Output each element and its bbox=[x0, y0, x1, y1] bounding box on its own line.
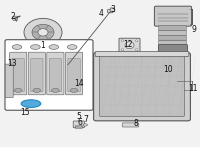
Text: 10: 10 bbox=[163, 65, 173, 74]
FancyBboxPatch shape bbox=[154, 6, 192, 26]
Text: 5: 5 bbox=[77, 112, 81, 121]
FancyBboxPatch shape bbox=[159, 45, 186, 50]
Text: 6: 6 bbox=[78, 118, 82, 127]
FancyBboxPatch shape bbox=[68, 58, 80, 92]
FancyBboxPatch shape bbox=[31, 58, 43, 92]
FancyBboxPatch shape bbox=[122, 123, 139, 127]
FancyBboxPatch shape bbox=[12, 58, 24, 92]
Text: 13: 13 bbox=[7, 59, 17, 68]
Text: 12: 12 bbox=[123, 40, 133, 49]
Ellipse shape bbox=[161, 58, 185, 61]
Circle shape bbox=[24, 18, 62, 46]
Ellipse shape bbox=[49, 45, 59, 49]
FancyBboxPatch shape bbox=[119, 38, 140, 52]
Text: 8: 8 bbox=[134, 119, 138, 128]
FancyBboxPatch shape bbox=[158, 44, 188, 61]
Ellipse shape bbox=[83, 124, 87, 126]
Ellipse shape bbox=[14, 88, 22, 92]
FancyBboxPatch shape bbox=[108, 10, 113, 13]
FancyBboxPatch shape bbox=[159, 40, 186, 45]
FancyBboxPatch shape bbox=[28, 52, 45, 95]
Text: 9: 9 bbox=[192, 25, 196, 34]
FancyBboxPatch shape bbox=[5, 40, 93, 110]
Ellipse shape bbox=[12, 45, 22, 49]
Ellipse shape bbox=[67, 45, 77, 49]
FancyBboxPatch shape bbox=[13, 16, 18, 20]
FancyBboxPatch shape bbox=[65, 52, 83, 95]
Circle shape bbox=[121, 40, 124, 42]
Circle shape bbox=[32, 24, 54, 40]
Circle shape bbox=[38, 29, 48, 36]
Text: 15: 15 bbox=[20, 108, 30, 117]
Ellipse shape bbox=[168, 79, 182, 83]
FancyBboxPatch shape bbox=[73, 121, 84, 128]
Text: 14: 14 bbox=[74, 79, 84, 88]
FancyBboxPatch shape bbox=[47, 52, 64, 95]
Ellipse shape bbox=[125, 42, 134, 49]
Ellipse shape bbox=[70, 88, 78, 92]
FancyBboxPatch shape bbox=[159, 60, 186, 65]
FancyBboxPatch shape bbox=[110, 8, 115, 12]
Ellipse shape bbox=[170, 87, 182, 91]
FancyBboxPatch shape bbox=[159, 25, 186, 30]
FancyBboxPatch shape bbox=[159, 35, 186, 40]
FancyBboxPatch shape bbox=[159, 50, 186, 55]
FancyBboxPatch shape bbox=[159, 30, 186, 35]
FancyBboxPatch shape bbox=[94, 53, 190, 121]
FancyBboxPatch shape bbox=[75, 126, 82, 128]
FancyBboxPatch shape bbox=[10, 52, 27, 95]
FancyBboxPatch shape bbox=[5, 64, 13, 98]
Text: 3: 3 bbox=[111, 5, 115, 14]
Ellipse shape bbox=[33, 88, 41, 92]
FancyBboxPatch shape bbox=[99, 55, 185, 117]
FancyBboxPatch shape bbox=[95, 52, 189, 56]
FancyBboxPatch shape bbox=[49, 58, 62, 92]
Circle shape bbox=[135, 40, 138, 42]
Text: 11: 11 bbox=[188, 84, 198, 93]
Ellipse shape bbox=[31, 45, 40, 49]
Text: 2: 2 bbox=[11, 12, 15, 21]
Ellipse shape bbox=[21, 100, 41, 107]
Circle shape bbox=[135, 49, 138, 51]
FancyBboxPatch shape bbox=[159, 55, 186, 60]
Text: 4: 4 bbox=[99, 9, 103, 19]
Text: 1: 1 bbox=[41, 41, 45, 50]
Ellipse shape bbox=[52, 88, 59, 92]
Circle shape bbox=[121, 49, 124, 51]
Ellipse shape bbox=[168, 87, 184, 92]
Text: 7: 7 bbox=[84, 115, 88, 124]
